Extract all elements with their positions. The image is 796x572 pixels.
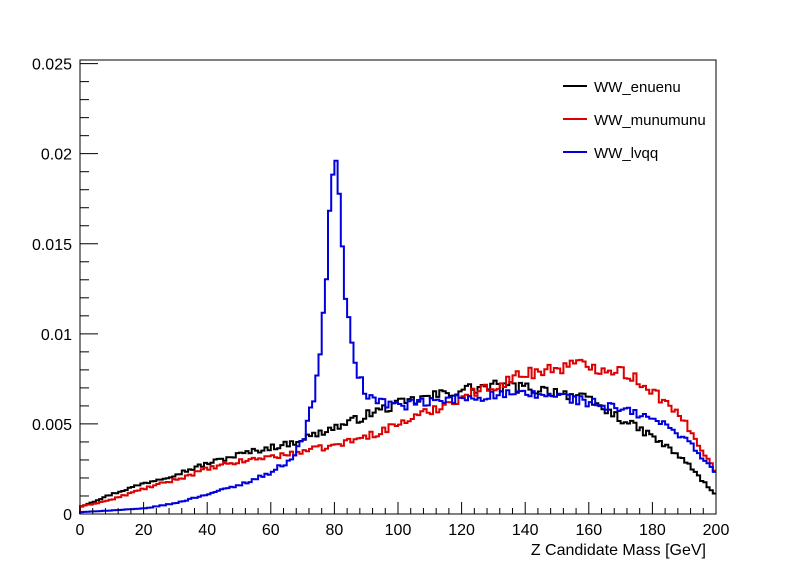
legend: WW_enuenu WW_munumunu WW_lvqq <box>563 79 706 162</box>
legend-label: WW_munumunu <box>594 112 706 129</box>
x-tick-label: 180 <box>639 522 666 539</box>
y-axis: 0 0.005 0.01 0.015 0.02 0.025 <box>32 57 98 524</box>
series-layer <box>79 159 716 514</box>
series-line-ww-munumunu <box>79 358 716 514</box>
x-tick-label: 60 <box>262 522 280 539</box>
x-axis: 0 20 40 60 80 100 120 140 160 180 200 <box>76 502 730 539</box>
y-tick-label: 0.015 <box>32 237 72 254</box>
x-tick-label: 100 <box>385 522 412 539</box>
y-tick-label: 0.005 <box>32 417 72 434</box>
legend-label: WW_lvqq <box>594 145 658 162</box>
series-line-ww-lvqq <box>79 159 716 514</box>
x-tick-label: 120 <box>448 522 475 539</box>
x-tick-label: 140 <box>512 522 539 539</box>
x-tick-label: 20 <box>135 522 153 539</box>
series-line-ww-enuenu <box>79 379 716 514</box>
x-tick-label: 0 <box>76 522 85 539</box>
x-tick-label: 80 <box>326 522 344 539</box>
y-tick-label: 0.02 <box>41 147 72 164</box>
x-tick-label: 200 <box>703 522 730 539</box>
x-tick-label: 160 <box>575 522 602 539</box>
x-axis-title: Z Candidate Mass [GeV] <box>531 542 706 559</box>
y-tick-label: 0 <box>63 507 72 524</box>
x-tick-label: 40 <box>198 522 216 539</box>
y-tick-label: 0.025 <box>32 57 72 74</box>
legend-label: WW_enuenu <box>594 79 681 96</box>
y-tick-label: 0.01 <box>41 327 72 344</box>
